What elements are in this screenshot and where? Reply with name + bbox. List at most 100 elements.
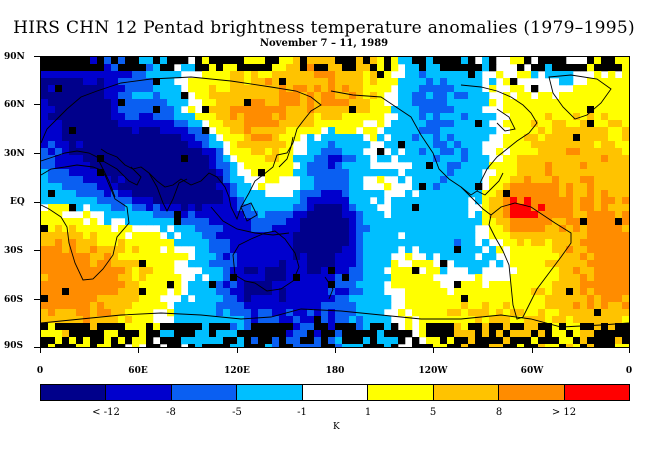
anomaly-cell bbox=[370, 218, 378, 226]
anomaly-cell bbox=[41, 183, 49, 191]
anomaly-cell bbox=[531, 197, 539, 205]
anomaly-cell bbox=[461, 113, 469, 121]
anomaly-cell bbox=[279, 211, 287, 219]
anomaly-cell bbox=[328, 92, 336, 100]
anomaly-cell bbox=[454, 169, 462, 177]
anomaly-cell bbox=[342, 197, 350, 205]
anomaly-cell bbox=[573, 267, 581, 275]
anomaly-cell bbox=[622, 246, 629, 254]
anomaly-cell bbox=[440, 183, 448, 191]
anomaly-cell bbox=[601, 99, 609, 107]
anomaly-cell bbox=[587, 302, 595, 310]
anomaly-cell bbox=[118, 183, 126, 191]
anomaly-cell bbox=[384, 218, 392, 226]
anomaly-cell bbox=[615, 309, 623, 317]
anomaly-cell bbox=[328, 337, 336, 345]
anomaly-cell bbox=[608, 106, 616, 114]
anomaly-cell bbox=[475, 134, 483, 142]
anomaly-cell bbox=[510, 323, 518, 331]
anomaly-cell bbox=[160, 113, 168, 121]
anomaly-cell bbox=[503, 197, 511, 205]
anomaly-cell bbox=[83, 169, 91, 177]
anomaly-cell bbox=[209, 134, 217, 142]
anomaly-cell bbox=[524, 71, 532, 79]
anomaly-cell bbox=[461, 337, 469, 345]
anomaly-cell bbox=[524, 134, 532, 142]
anomaly-cell bbox=[398, 99, 406, 107]
anomaly-cell bbox=[146, 92, 154, 100]
anomaly-cell bbox=[237, 260, 245, 268]
anomaly-cell bbox=[244, 288, 252, 296]
anomaly-cell bbox=[587, 218, 595, 226]
anomaly-cell bbox=[426, 218, 434, 226]
anomaly-cell bbox=[83, 274, 91, 282]
anomaly-cell bbox=[475, 344, 483, 347]
anomaly-cell bbox=[251, 267, 259, 275]
anomaly-cell bbox=[55, 337, 63, 345]
anomaly-cell bbox=[104, 183, 112, 191]
anomaly-cell bbox=[195, 176, 203, 184]
anomaly-cell bbox=[139, 337, 147, 345]
anomaly-cell bbox=[41, 323, 49, 331]
anomaly-cell bbox=[426, 225, 434, 233]
anomaly-cell bbox=[104, 344, 112, 347]
anomaly-cell bbox=[153, 288, 161, 296]
anomaly-cell bbox=[132, 295, 140, 303]
anomaly-cell bbox=[230, 204, 238, 212]
anomaly-cell bbox=[580, 232, 588, 240]
anomaly-cell bbox=[531, 141, 539, 149]
anomaly-cell bbox=[69, 246, 77, 254]
anomaly-cell bbox=[538, 176, 546, 184]
anomaly-cell bbox=[83, 267, 91, 275]
anomaly-cell bbox=[223, 246, 231, 254]
anomaly-cell bbox=[398, 239, 406, 247]
colorbar-label: > 12 bbox=[551, 407, 577, 418]
anomaly-cell bbox=[531, 267, 539, 275]
anomaly-cell bbox=[419, 295, 427, 303]
anomaly-cell bbox=[412, 57, 420, 65]
anomaly-cell bbox=[174, 155, 182, 163]
anomaly-cell bbox=[447, 148, 455, 156]
anomaly-cell bbox=[223, 190, 231, 198]
anomaly-cell bbox=[237, 57, 245, 65]
anomaly-cell bbox=[146, 99, 154, 107]
anomaly-cell bbox=[461, 218, 469, 226]
anomaly-cell bbox=[426, 281, 434, 289]
anomaly-cell bbox=[97, 316, 105, 324]
anomaly-cell bbox=[377, 274, 385, 282]
anomaly-cell bbox=[139, 155, 147, 163]
anomaly-cell bbox=[265, 99, 273, 107]
anomaly-cell bbox=[489, 330, 497, 338]
anomaly-cell bbox=[62, 85, 70, 93]
anomaly-cell bbox=[594, 274, 602, 282]
anomaly-cell bbox=[90, 344, 98, 347]
anomaly-cell bbox=[125, 316, 133, 324]
anomaly-cell bbox=[293, 106, 301, 114]
anomaly-cell bbox=[160, 176, 168, 184]
anomaly-cell bbox=[524, 267, 532, 275]
anomaly-cell bbox=[146, 57, 154, 65]
anomaly-cell bbox=[580, 225, 588, 233]
anomaly-cell bbox=[370, 246, 378, 254]
anomaly-cell bbox=[426, 295, 434, 303]
anomaly-cell bbox=[531, 134, 539, 142]
anomaly-cell bbox=[328, 246, 336, 254]
anomaly-cell bbox=[230, 148, 238, 156]
anomaly-cell bbox=[335, 274, 343, 282]
anomaly-cell bbox=[601, 190, 609, 198]
anomaly-cell bbox=[174, 127, 182, 135]
anomaly-cell bbox=[237, 99, 245, 107]
anomaly-cell bbox=[41, 281, 49, 289]
anomaly-cell bbox=[188, 232, 196, 240]
anomaly-cell bbox=[181, 225, 189, 233]
anomaly-cell bbox=[608, 239, 616, 247]
anomaly-cell bbox=[251, 78, 259, 86]
anomaly-cell bbox=[335, 337, 343, 345]
anomaly-cell bbox=[573, 274, 581, 282]
anomaly-cell bbox=[258, 148, 266, 156]
anomaly-cell bbox=[153, 176, 161, 184]
anomaly-cell bbox=[370, 92, 378, 100]
anomaly-cell bbox=[167, 85, 175, 93]
anomaly-cell bbox=[349, 99, 357, 107]
anomaly-cell bbox=[62, 113, 70, 121]
